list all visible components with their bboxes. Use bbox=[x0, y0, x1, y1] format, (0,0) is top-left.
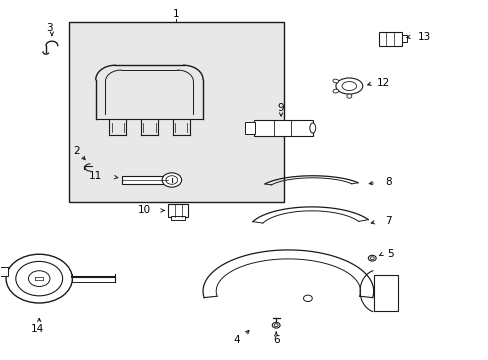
Bar bbox=[167, 204, 188, 217]
Bar bbox=[0, 267, 8, 276]
Circle shape bbox=[367, 255, 375, 261]
Ellipse shape bbox=[309, 123, 315, 133]
Text: 10: 10 bbox=[138, 206, 151, 216]
Circle shape bbox=[303, 295, 312, 302]
Bar bbox=[171, 216, 184, 220]
Ellipse shape bbox=[335, 78, 362, 94]
Text: 8: 8 bbox=[384, 177, 391, 187]
Bar bbox=[401, 36, 406, 42]
Text: 1: 1 bbox=[173, 9, 179, 19]
Bar bbox=[245, 122, 255, 134]
Text: 6: 6 bbox=[272, 334, 279, 345]
Circle shape bbox=[272, 322, 280, 328]
Circle shape bbox=[6, 254, 72, 303]
Text: 3: 3 bbox=[46, 23, 53, 33]
Text: 4: 4 bbox=[233, 334, 240, 345]
Bar bbox=[378, 32, 401, 45]
Circle shape bbox=[162, 173, 181, 187]
Ellipse shape bbox=[332, 89, 338, 93]
Bar bbox=[122, 176, 167, 184]
Text: 14: 14 bbox=[31, 324, 44, 334]
Bar bbox=[69, 22, 283, 202]
Ellipse shape bbox=[332, 79, 338, 83]
Ellipse shape bbox=[346, 94, 351, 98]
Text: 2: 2 bbox=[73, 146, 80, 156]
Bar bbox=[254, 120, 312, 136]
Text: 9: 9 bbox=[277, 103, 284, 113]
Text: 11: 11 bbox=[89, 171, 102, 181]
Text: 12: 12 bbox=[376, 78, 389, 88]
Text: 7: 7 bbox=[384, 216, 391, 226]
Text: 5: 5 bbox=[386, 248, 393, 258]
Text: 13: 13 bbox=[417, 32, 430, 41]
Bar bbox=[373, 275, 397, 311]
